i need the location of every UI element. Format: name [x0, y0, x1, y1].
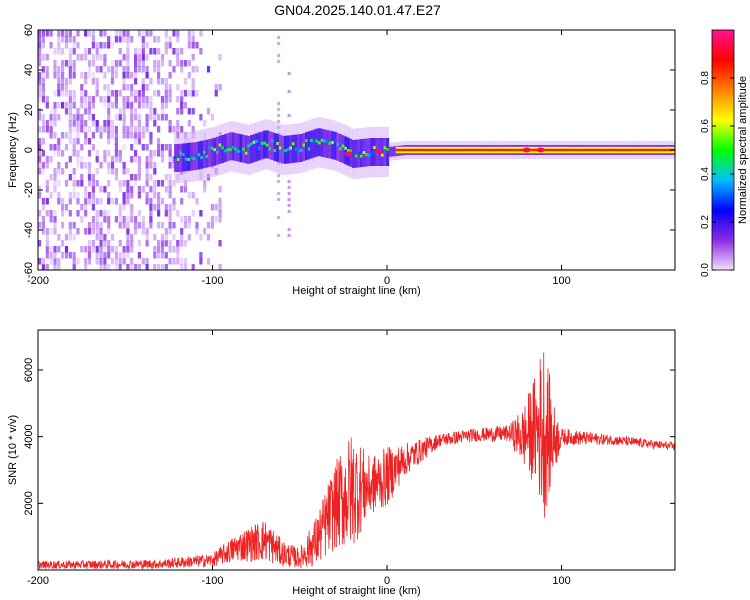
- snr-ylabel: SNR (10 * v/v): [7, 415, 19, 485]
- snr-xtick-label: -100: [202, 575, 224, 587]
- spectrogram-hotspot: [522, 147, 531, 153]
- colorbar-gradient: [711, 29, 735, 271]
- spectrogram-ylabel: Frequency (Hz): [7, 112, 19, 188]
- colorbar-tick-label: 0.2: [700, 215, 711, 229]
- spectrogram-hotspot: [344, 151, 353, 157]
- figure-title: GN04.2025.140.01.47.E27: [274, 2, 441, 18]
- spectrogram-xtick-label: -200: [27, 275, 49, 287]
- snr-ytick-label: 2000: [23, 491, 35, 515]
- spectrogram-xtick-label: 0: [384, 275, 390, 287]
- spectrogram-ytick-label: -40: [23, 222, 35, 238]
- snr-ytick-label: 6000: [23, 358, 35, 382]
- spectrogram-xtick-label: -100: [202, 275, 224, 287]
- snr-xtick-label: 0: [384, 575, 390, 587]
- spectrogram-ytick-label: -20: [23, 182, 35, 198]
- colorbar: 0.0 0.2 0.4 0.6 0.8 Normalized spectral ampli…: [700, 29, 749, 277]
- spectrogram-hotspot: [536, 147, 545, 153]
- colorbar-label: Normalized spectral amplitude: [737, 76, 749, 224]
- snr-xlabel: Height of straight line (km): [292, 585, 420, 597]
- spectrogram-ridge-core: [344, 146, 675, 157]
- snr-series-line: [38, 352, 675, 570]
- colorbar-tick-label: 0.8: [700, 71, 711, 85]
- spectrogram-ytick-label: 60: [23, 24, 35, 36]
- spectrogram-ytick-label: 0: [23, 147, 35, 153]
- spectrogram-ytick-label: -60: [23, 262, 35, 278]
- colorbar-tick-label: 0.6: [700, 119, 711, 133]
- snr-xtick-label: -200: [27, 575, 49, 587]
- colorbar-tick-label: 0.0: [700, 263, 711, 277]
- spectrogram-ytick-label: 40: [23, 64, 35, 76]
- snr-frame: [37, 329, 676, 571]
- spectrogram-ytick-label: 20: [23, 104, 35, 116]
- spectrogram-xlabel: Height of straight line (km): [292, 285, 420, 297]
- snr-xtick-label: 100: [552, 575, 570, 587]
- snr-ytick-label: 4000: [23, 424, 35, 448]
- spectrogram-xtick-label: 100: [552, 275, 570, 287]
- colorbar-tick-label: 0.4: [700, 167, 711, 181]
- spectrogram-field: [38, 30, 675, 270]
- spectrogram-hotspot: [374, 149, 383, 155]
- snr-panel: -200 -100 0 100 2000 4000 6000 Height of straig…: [7, 329, 676, 597]
- snr-line-group: [38, 352, 675, 570]
